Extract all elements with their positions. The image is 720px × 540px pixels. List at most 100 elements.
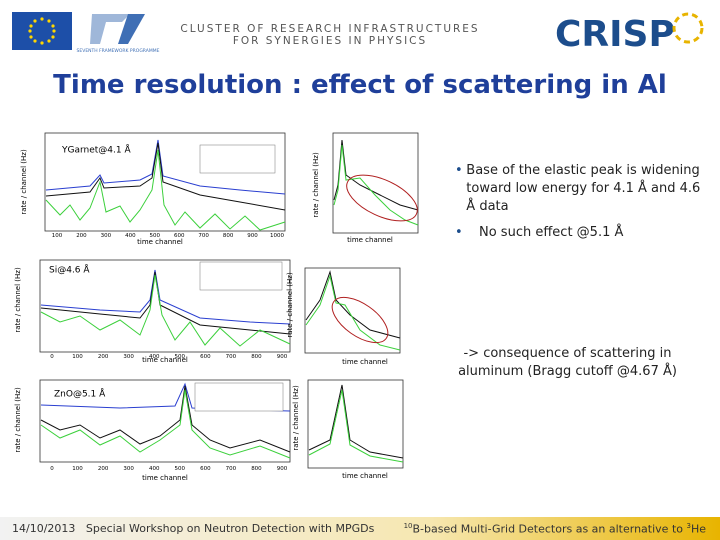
- fp7-caption: SEVENTH FRAMEWORK PROGRAMME: [77, 48, 160, 54]
- fp7-logo: [90, 14, 130, 44]
- bullet-text: No such effect @5.1 Å: [479, 225, 624, 240]
- x-tick-label: 300: [101, 233, 112, 239]
- plot: Si@4.6 Å rate / channel (Hz) time channe…: [14, 259, 401, 366]
- curve: [40, 271, 291, 335]
- footer-text: B-based Multi-Grid Detectors as an alter…: [412, 522, 687, 536]
- fp7-logo-seven: [118, 14, 145, 44]
- x-tick-label: 400: [125, 233, 136, 239]
- x-tick-label: 0: [50, 466, 54, 472]
- bullet-dot: •: [455, 225, 463, 240]
- curve: [40, 274, 291, 347]
- x-tick-label: 400: [149, 354, 160, 360]
- superscript: 3: [686, 522, 691, 530]
- footer-text: He: [690, 522, 706, 536]
- curve: [40, 385, 291, 453]
- footer-left: 14/10/2013 Special Workshop on Neutron D…: [12, 522, 374, 535]
- x-tick-label: 300: [123, 354, 134, 360]
- x-tick-label: 800: [251, 354, 262, 360]
- zoom-frame: [332, 132, 419, 234]
- bullet: • No such effect @5.1 Å: [455, 224, 710, 242]
- x-tick-label: 200: [98, 466, 109, 472]
- highlight-ellipse: [346, 174, 418, 222]
- crisp-logo-ring: [672, 12, 704, 44]
- label-bg: [52, 387, 107, 401]
- x-tick-label: 700: [226, 466, 237, 472]
- label-bg: [47, 263, 102, 277]
- note: -> consequence of scattering in aluminum…: [458, 346, 677, 379]
- footer-bar: [0, 517, 720, 540]
- x-tick-label: 200: [98, 354, 109, 360]
- x-tick-label: 500: [150, 233, 161, 239]
- highlight-ellipse: [331, 296, 389, 344]
- plot: ZnO@5.1 Å rate / channel (Hz) time chann…: [14, 379, 404, 482]
- x-tick-label: 400: [149, 466, 160, 472]
- curve: [40, 389, 291, 459]
- x-axis-label: time channel: [142, 474, 188, 482]
- bullet-text: Base of the elastic peak is widening tow…: [466, 163, 701, 214]
- curve: [45, 149, 286, 231]
- legend-box: [194, 382, 284, 412]
- curve: [40, 269, 291, 325]
- footer-date: 14/10/2013: [12, 522, 76, 535]
- x-axis-label: time channel: [142, 356, 188, 364]
- x-axis-label: time channel: [347, 236, 393, 244]
- eu-stars: [28, 17, 56, 45]
- zoom-frame: [304, 267, 401, 354]
- label-bg: [60, 143, 122, 157]
- crisp-logo: CRISP: [555, 14, 675, 55]
- cluster-line: FOR SYNERGIES IN PHYSICS: [233, 35, 427, 47]
- curve: [308, 384, 404, 459]
- plot-label: YGarnet@4.1 Å: [61, 144, 131, 156]
- superscript: 10: [403, 522, 413, 530]
- x-tick-labels: 0 100 200 300 400 500 600 700 800 900: [50, 466, 287, 472]
- x-tick-label: 600: [200, 354, 211, 360]
- slide-title: Time resolution : effect of scattering i…: [53, 70, 667, 100]
- x-axis-label: time channel: [342, 358, 388, 366]
- x-tick-label: 0: [50, 354, 54, 360]
- x-tick-labels: 100 200 300 400 500 600 700 800 900 1000: [52, 233, 285, 239]
- y-axis-label: rate / channel (Hz): [286, 272, 294, 338]
- x-tick-label: 500: [175, 466, 186, 472]
- x-tick-label: 700: [198, 233, 209, 239]
- x-tick-label: 900: [277, 354, 288, 360]
- x-tick-label: 800: [223, 233, 234, 239]
- curve: [45, 142, 286, 211]
- x-tick-label: 100: [72, 466, 83, 472]
- cluster-line: CLUSTER OF RESEARCH INFRASTRUCTURES: [180, 23, 479, 35]
- x-tick-label: 900: [277, 466, 288, 472]
- y-axis-label: rate / channel (Hz): [20, 149, 28, 215]
- x-tick-label: 500: [175, 354, 186, 360]
- y-axis-label: rate / channel (Hz): [14, 267, 22, 333]
- y-axis-label: rate / channel (Hz): [292, 385, 300, 451]
- footer-event: Special Workshop on Neutron Detection wi…: [85, 522, 375, 535]
- bullet-list: • Base of the elastic peak is widening to…: [455, 162, 710, 242]
- x-tick-label: 600: [200, 466, 211, 472]
- x-tick-labels: 0 100 200 300 400 500 600 700 800 900: [50, 354, 287, 360]
- plot-label: ZnO@5.1 Å: [54, 388, 106, 400]
- plot-label: Si@4.6 Å: [49, 264, 90, 276]
- x-tick-label: 1000: [270, 233, 284, 239]
- x-axis-label: time channel: [342, 472, 388, 480]
- x-tick-label: 300: [123, 466, 134, 472]
- x-axis-label: time channel: [137, 238, 183, 246]
- legend-box: [199, 144, 276, 174]
- curve: [308, 389, 404, 463]
- y-axis-label: rate / channel (Hz): [312, 152, 320, 218]
- x-tick-label: 800: [251, 466, 262, 472]
- x-tick-label: 100: [52, 233, 63, 239]
- curve: [45, 139, 286, 195]
- x-tick-label: 700: [226, 354, 237, 360]
- curve: [333, 144, 419, 226]
- x-tick-label: 200: [76, 233, 87, 239]
- plot: YGarnet@4.1 Å rate / channel (Hz) time c…: [20, 132, 419, 246]
- bullet: • Base of the elastic peak is widening to…: [455, 162, 710, 216]
- x-tick-label: 900: [247, 233, 258, 239]
- zoom-frame: [307, 379, 404, 469]
- bullet-dot: •: [455, 163, 463, 178]
- footer-right: 10B-based Multi-Grid Detectors as an alt…: [404, 522, 706, 536]
- x-tick-label: 100: [72, 354, 83, 360]
- x-tick-label: 600: [174, 233, 185, 239]
- y-axis-label: rate / channel (Hz): [14, 387, 22, 453]
